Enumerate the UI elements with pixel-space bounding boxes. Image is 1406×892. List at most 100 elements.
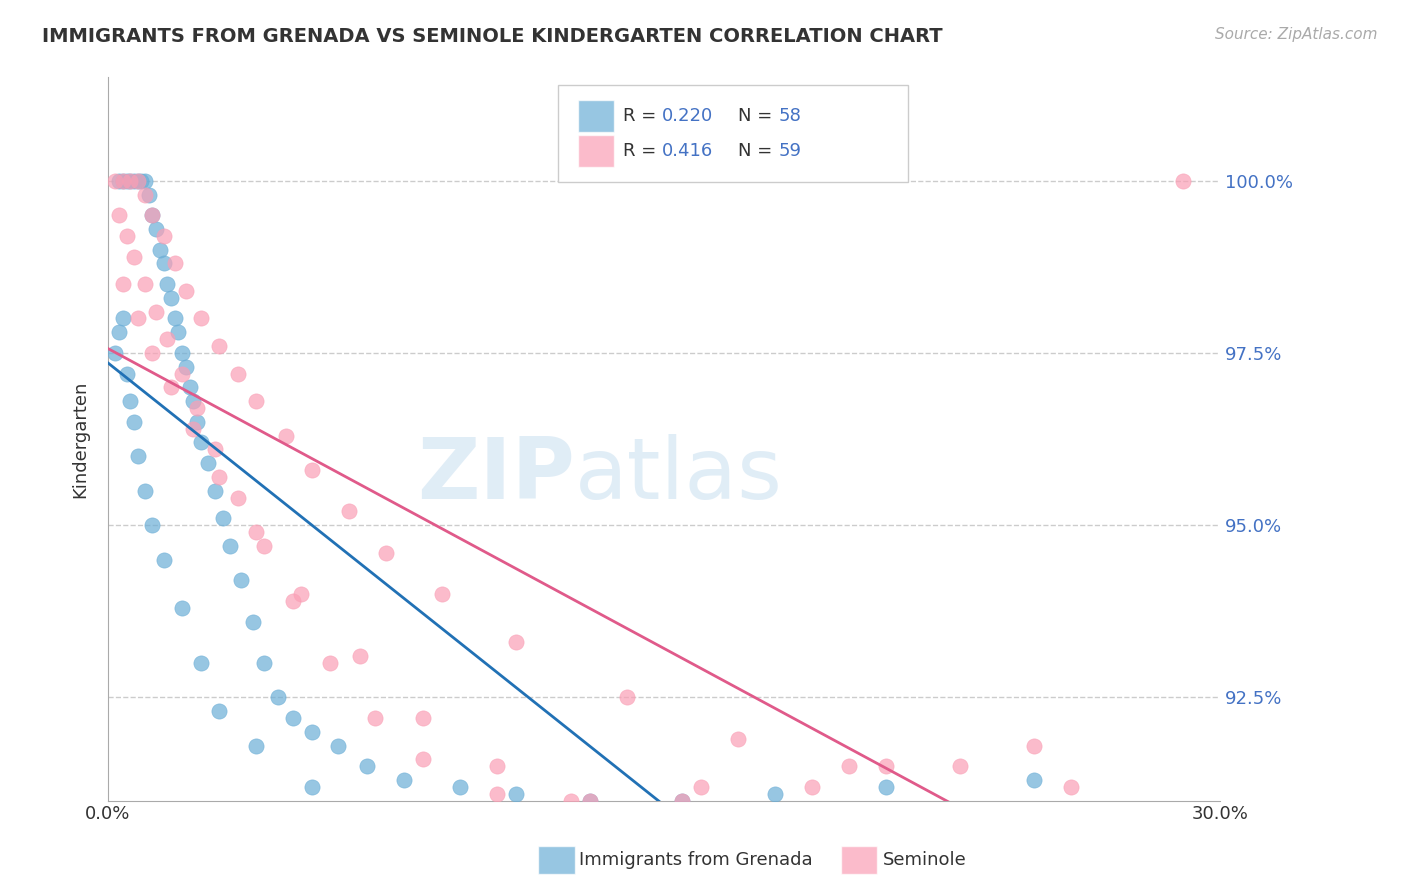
Point	[212, 511, 235, 525]
Point	[131, 174, 153, 188]
Point	[616, 690, 638, 705]
Point	[245, 524, 267, 539]
Text: Seminole: Seminole	[883, 851, 967, 869]
Point	[172, 367, 194, 381]
Point	[111, 311, 134, 326]
Point	[120, 174, 142, 188]
Point	[156, 277, 179, 291]
Point	[412, 752, 434, 766]
Point	[690, 780, 713, 794]
Point	[412, 711, 434, 725]
Point	[1171, 174, 1194, 188]
Point	[111, 174, 134, 188]
Point	[349, 648, 371, 663]
Point	[190, 656, 212, 670]
Point	[274, 428, 297, 442]
Text: N =: N =	[738, 107, 779, 125]
Point	[486, 759, 509, 773]
Point	[134, 174, 156, 188]
Point	[127, 174, 149, 188]
Text: IMMIGRANTS FROM GRENADA VS SEMINOLE KINDERGARTEN CORRELATION CHART: IMMIGRANTS FROM GRENADA VS SEMINOLE KIND…	[42, 27, 943, 45]
Point	[145, 304, 167, 318]
Point	[141, 208, 163, 222]
Point	[283, 711, 305, 725]
Point	[141, 346, 163, 360]
Point	[560, 794, 582, 808]
Point	[301, 724, 323, 739]
Point	[181, 394, 204, 409]
Point	[181, 422, 204, 436]
Point	[505, 787, 527, 801]
Point	[671, 794, 693, 808]
Point	[174, 284, 197, 298]
Point	[319, 656, 342, 670]
Point	[163, 311, 186, 326]
Point	[141, 518, 163, 533]
Point	[138, 187, 160, 202]
Point	[245, 394, 267, 409]
Point	[122, 174, 145, 188]
Point	[875, 759, 897, 773]
FancyBboxPatch shape	[578, 100, 614, 132]
Point	[1024, 739, 1046, 753]
Point	[204, 442, 226, 457]
Point	[219, 539, 242, 553]
Point	[122, 250, 145, 264]
Point	[190, 311, 212, 326]
Point	[152, 256, 174, 270]
Point	[172, 346, 194, 360]
Point	[283, 594, 305, 608]
Text: 0.220: 0.220	[662, 107, 713, 125]
Point	[801, 780, 824, 794]
FancyBboxPatch shape	[578, 136, 614, 167]
Point	[174, 359, 197, 374]
Point	[394, 772, 416, 787]
Point	[578, 794, 600, 808]
Point	[167, 326, 190, 340]
Point	[337, 504, 360, 518]
Point	[301, 463, 323, 477]
Point	[449, 780, 471, 794]
Point	[141, 208, 163, 222]
Point	[127, 449, 149, 463]
Text: 59: 59	[779, 142, 801, 161]
Point	[197, 456, 219, 470]
Point	[108, 326, 131, 340]
Point	[875, 780, 897, 794]
Point	[186, 415, 208, 429]
Point	[301, 780, 323, 794]
Point	[111, 174, 134, 188]
Point	[115, 174, 138, 188]
Point	[149, 243, 172, 257]
Point	[104, 174, 127, 188]
Text: ZIP: ZIP	[418, 434, 575, 516]
Point	[163, 256, 186, 270]
Point	[326, 739, 349, 753]
Point	[134, 483, 156, 498]
Point	[190, 435, 212, 450]
Point	[127, 174, 149, 188]
Text: N =: N =	[738, 142, 779, 161]
Point	[949, 759, 972, 773]
Point	[226, 367, 249, 381]
Text: R =: R =	[623, 107, 662, 125]
Point	[1024, 772, 1046, 787]
Point	[242, 615, 264, 629]
Point	[374, 546, 396, 560]
Point	[104, 346, 127, 360]
Point	[145, 222, 167, 236]
Text: 0.416: 0.416	[662, 142, 713, 161]
Point	[1060, 780, 1083, 794]
Point	[122, 415, 145, 429]
Point	[152, 228, 174, 243]
Point	[127, 311, 149, 326]
Text: Immigrants from Grenada: Immigrants from Grenada	[579, 851, 813, 869]
Point	[115, 228, 138, 243]
Point	[172, 600, 194, 615]
Point	[226, 491, 249, 505]
Point	[186, 401, 208, 415]
Point	[208, 339, 231, 353]
Point	[253, 656, 276, 670]
Point	[838, 759, 860, 773]
Point	[120, 174, 142, 188]
